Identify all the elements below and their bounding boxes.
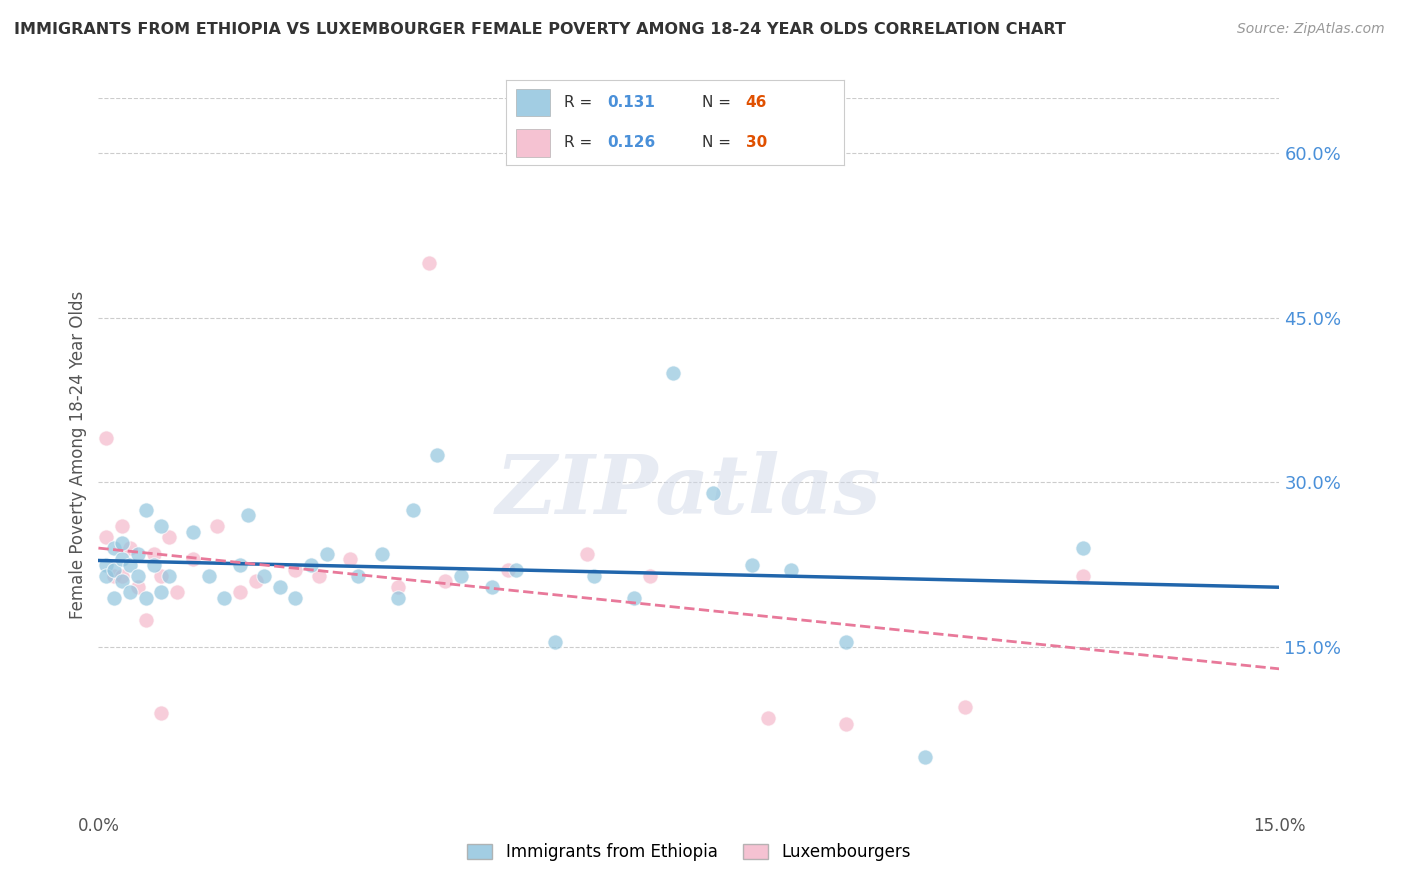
Point (387, 591, 409, 605)
Point (197, 568, 219, 582)
Point (450, 568, 472, 582)
Point (284, 591, 307, 605)
Point (418, 256, 440, 270)
Point (433, 574, 456, 589)
Text: 0.126: 0.126 (607, 136, 655, 151)
Point (96, 568, 118, 582)
Point (111, 568, 134, 582)
Point (284, 563, 307, 577)
Point (662, 366, 685, 380)
Point (135, 591, 157, 605)
Point (118, 541, 141, 556)
Point (157, 530, 180, 544)
Point (1071, 541, 1094, 556)
Point (96, 432, 118, 446)
Point (150, 585, 173, 599)
Point (387, 580, 409, 594)
Point (638, 568, 661, 582)
Point (157, 568, 180, 582)
FancyBboxPatch shape (516, 89, 550, 116)
Point (205, 519, 228, 533)
Text: Source: ZipAtlas.com: Source: ZipAtlas.com (1237, 22, 1385, 37)
Point (150, 568, 173, 582)
Point (835, 634, 858, 648)
Point (245, 574, 267, 589)
Point (111, 519, 134, 533)
Point (142, 547, 165, 561)
Point (150, 706, 173, 720)
Point (135, 503, 157, 517)
Point (780, 563, 803, 577)
Point (1071, 568, 1094, 582)
Point (426, 448, 449, 462)
Point (481, 580, 503, 594)
Point (103, 568, 125, 582)
Point (269, 580, 291, 594)
Point (835, 717, 858, 731)
Point (308, 568, 330, 582)
Point (118, 558, 141, 572)
Point (127, 580, 149, 594)
Point (111, 552, 134, 566)
Point (236, 508, 259, 523)
Point (229, 558, 252, 572)
Text: ZIPatlas: ZIPatlas (496, 450, 882, 531)
Y-axis label: Female Poverty Among 18-24 Year Olds: Female Poverty Among 18-24 Year Olds (69, 291, 87, 619)
Point (756, 711, 779, 725)
Point (127, 547, 149, 561)
Text: R =: R = (564, 95, 592, 110)
Point (103, 563, 125, 577)
Point (111, 574, 134, 589)
Point (96, 558, 118, 572)
Text: 30: 30 (745, 136, 768, 151)
Text: N =: N = (702, 95, 731, 110)
Point (402, 503, 425, 517)
Point (253, 568, 276, 582)
Point (702, 486, 724, 500)
Point (623, 591, 645, 605)
Point (299, 558, 322, 572)
Point (371, 547, 394, 561)
Point (347, 568, 370, 582)
Point (96, 530, 118, 544)
Point (127, 568, 149, 582)
Point (544, 634, 567, 648)
Point (111, 535, 134, 549)
Point (181, 524, 204, 539)
Point (142, 558, 165, 572)
FancyBboxPatch shape (516, 129, 550, 157)
Point (583, 568, 606, 582)
Text: IMMIGRANTS FROM ETHIOPIA VS LUXEMBOURGER FEMALE POVERTY AMONG 18-24 YEAR OLDS CO: IMMIGRANTS FROM ETHIOPIA VS LUXEMBOURGER… (14, 22, 1066, 37)
Point (135, 613, 157, 627)
Point (229, 585, 252, 599)
Point (214, 591, 236, 605)
Point (575, 547, 598, 561)
Text: 46: 46 (745, 95, 768, 110)
Point (496, 563, 519, 577)
Point (103, 541, 125, 556)
Point (953, 700, 976, 714)
Point (914, 749, 936, 764)
Point (741, 558, 763, 572)
Point (166, 585, 188, 599)
Point (150, 519, 173, 533)
Point (181, 552, 204, 566)
Point (103, 591, 125, 605)
Point (339, 552, 361, 566)
Point (505, 563, 527, 577)
Legend: Immigrants from Ethiopia, Luxembourgers: Immigrants from Ethiopia, Luxembourgers (461, 837, 917, 868)
Point (315, 547, 337, 561)
Point (118, 585, 141, 599)
Text: 0.131: 0.131 (607, 95, 655, 110)
Text: N =: N = (702, 136, 731, 151)
Text: R =: R = (564, 136, 592, 151)
